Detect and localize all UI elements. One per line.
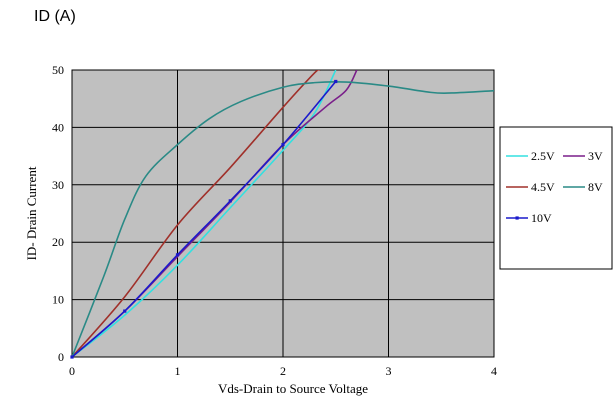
series-line-8Vv — [72, 80, 494, 357]
x-tick-label: 0 — [69, 364, 75, 378]
x-tick-label: 1 — [175, 364, 181, 378]
y-tick-label: 20 — [52, 235, 64, 249]
y-tick-label: 40 — [52, 120, 64, 134]
y-tick-label: 50 — [52, 63, 64, 77]
legend-label: 4.5V — [531, 180, 555, 194]
y-tick-label: 30 — [52, 178, 64, 192]
legend-label: 3V — [588, 149, 603, 163]
legend-box — [499, 126, 613, 270]
x-axis-title: Vds-Drain to Source Voltage — [218, 381, 368, 396]
x-tick-label: 3 — [386, 364, 392, 378]
series-point-10Vv — [281, 143, 285, 147]
y-unit-label: ID (A) — [34, 8, 76, 25]
series-point-10Vv — [228, 199, 232, 203]
x-tick-label: 4 — [491, 364, 497, 378]
series-point-10Vv — [123, 309, 127, 313]
legend-label: 2.5V — [531, 149, 555, 163]
series-line-4-5Vv — [72, 70, 321, 357]
y-tick-label: 0 — [58, 350, 64, 364]
legend-label: 10V — [531, 211, 552, 225]
series-point-10Vv — [334, 79, 338, 84]
series-line-10Vv — [72, 80, 337, 357]
series-point-10Vv — [70, 355, 74, 359]
series-lines — [70, 70, 494, 359]
x-tick-label: 2 — [280, 364, 286, 378]
grid — [72, 70, 494, 357]
legend-label: 8V — [588, 180, 603, 194]
series-line-2-5Vv — [72, 70, 337, 357]
y-axis-title: ID- Drain Current — [24, 166, 39, 260]
y-tick-label: 10 — [52, 293, 64, 307]
legend-marker — [515, 216, 519, 220]
series-point-10Vv — [175, 253, 180, 257]
legend: 2.5V 3V 4.5V 8V 10V — [499, 126, 613, 270]
